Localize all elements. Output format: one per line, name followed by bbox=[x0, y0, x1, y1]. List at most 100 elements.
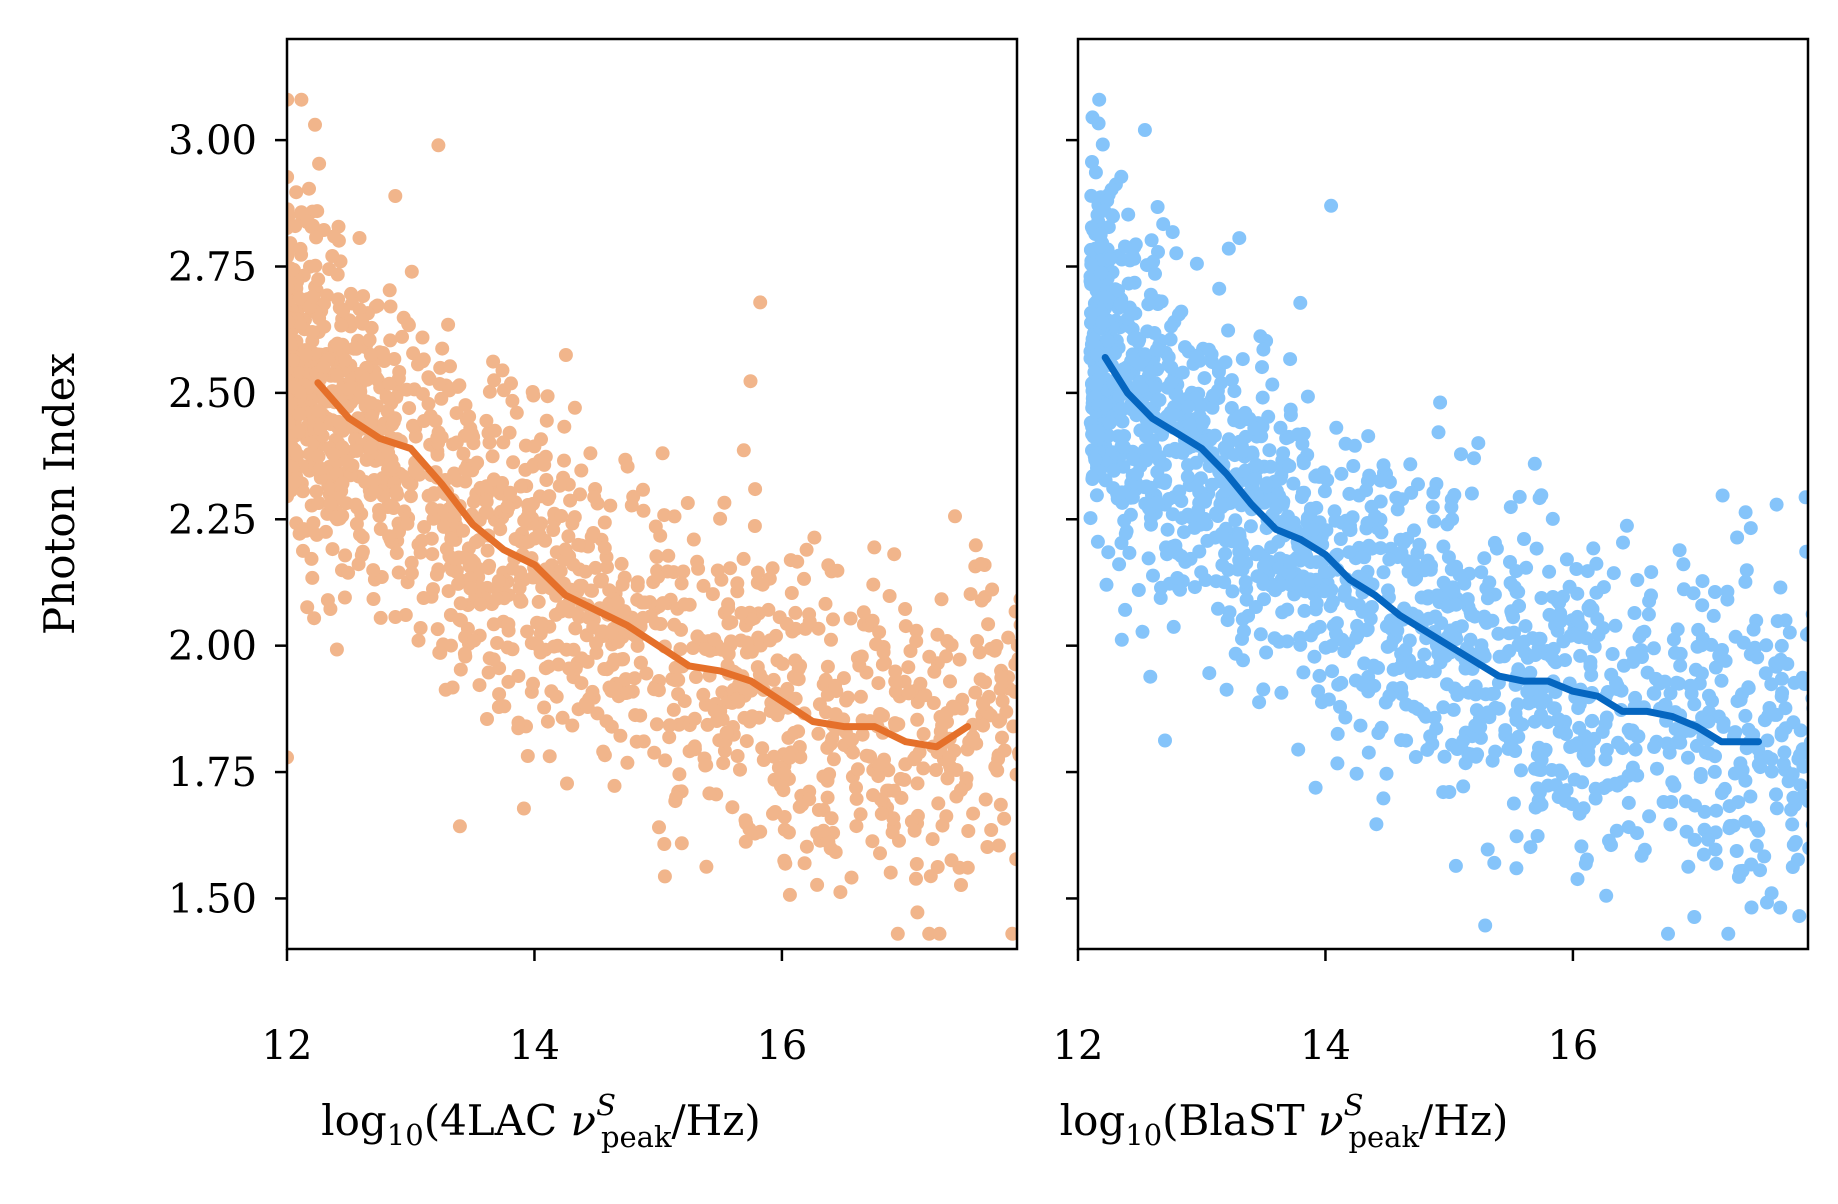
data-point bbox=[1312, 619, 1327, 634]
data-point bbox=[1530, 781, 1545, 796]
data-point bbox=[1214, 500, 1229, 515]
data-point bbox=[1098, 290, 1113, 304]
data-point bbox=[1303, 572, 1317, 587]
data-point bbox=[307, 611, 322, 626]
data-point bbox=[290, 448, 305, 462]
data-point bbox=[898, 602, 913, 616]
data-point bbox=[441, 584, 456, 599]
data-point bbox=[1177, 525, 1191, 540]
data-point bbox=[517, 513, 532, 528]
data-point bbox=[513, 479, 528, 494]
data-point bbox=[1134, 380, 1149, 395]
data-point bbox=[560, 776, 574, 791]
data-point bbox=[308, 258, 323, 273]
data-point bbox=[1365, 541, 1379, 556]
data-point bbox=[457, 646, 472, 661]
data-point bbox=[1498, 723, 1513, 738]
data-point bbox=[1205, 477, 1219, 492]
data-point bbox=[1681, 750, 1695, 765]
data-point bbox=[969, 736, 984, 751]
data-point bbox=[1530, 829, 1545, 843]
data-point bbox=[1545, 511, 1560, 526]
data-point bbox=[1729, 844, 1744, 858]
data-point bbox=[467, 633, 482, 648]
data-point bbox=[978, 792, 993, 807]
data-point bbox=[1114, 632, 1129, 647]
data-point bbox=[1508, 744, 1523, 758]
data-point bbox=[871, 769, 886, 784]
data-point bbox=[1641, 607, 1656, 622]
data-point bbox=[1221, 241, 1236, 256]
data-point bbox=[651, 569, 666, 584]
data-point bbox=[1022, 685, 1036, 699]
data-point bbox=[1389, 490, 1404, 505]
data-point bbox=[995, 730, 1009, 745]
data-point bbox=[407, 463, 422, 478]
data-point bbox=[1460, 592, 1475, 607]
data-point bbox=[935, 718, 950, 733]
data-point bbox=[791, 672, 806, 687]
data-point bbox=[497, 699, 512, 714]
data-point bbox=[309, 484, 324, 499]
data-point bbox=[1730, 530, 1745, 545]
data-point bbox=[1008, 657, 1017, 672]
data-point bbox=[1464, 486, 1479, 501]
data-point bbox=[995, 694, 1010, 709]
data-point bbox=[386, 414, 401, 429]
data-point bbox=[1032, 745, 1046, 759]
data-point bbox=[1471, 436, 1486, 451]
data-point bbox=[1303, 628, 1318, 643]
data-point bbox=[947, 701, 962, 716]
data-point bbox=[993, 797, 1008, 812]
data-point bbox=[540, 714, 555, 729]
data-point bbox=[1449, 597, 1464, 612]
data-point bbox=[1764, 677, 1779, 692]
data-point bbox=[1812, 858, 1826, 872]
data-point bbox=[363, 347, 378, 362]
data-point bbox=[1802, 841, 1808, 856]
data-point bbox=[1261, 409, 1276, 424]
data-point bbox=[677, 597, 692, 612]
data-point bbox=[1736, 635, 1751, 650]
data-point bbox=[350, 500, 365, 515]
data-point bbox=[1329, 616, 1344, 631]
data-point bbox=[1454, 447, 1468, 462]
data-point bbox=[799, 839, 814, 854]
data-point bbox=[910, 905, 925, 920]
data-point bbox=[532, 528, 547, 543]
data-point bbox=[620, 685, 635, 700]
data-point bbox=[1523, 840, 1538, 855]
data-point bbox=[425, 501, 440, 516]
data-point bbox=[661, 548, 676, 563]
data-point bbox=[1031, 648, 1045, 662]
data-point bbox=[492, 687, 507, 702]
data-point bbox=[647, 745, 662, 760]
data-point bbox=[1207, 428, 1222, 443]
data-point bbox=[1116, 439, 1131, 454]
data-point bbox=[533, 626, 548, 641]
data-point bbox=[1085, 155, 1099, 169]
data-point bbox=[1660, 736, 1674, 751]
data-point bbox=[1170, 571, 1185, 585]
data-point bbox=[890, 926, 905, 941]
data-point bbox=[526, 570, 540, 585]
data-point bbox=[1469, 749, 1483, 764]
data-point bbox=[1814, 719, 1828, 733]
data-point bbox=[1219, 682, 1234, 697]
data-point bbox=[1447, 681, 1462, 696]
data-point bbox=[1249, 457, 1264, 472]
data-point bbox=[1297, 485, 1312, 500]
data-point bbox=[496, 435, 511, 450]
data-point bbox=[506, 455, 521, 470]
data-point bbox=[1443, 623, 1458, 638]
data-point bbox=[916, 727, 931, 741]
data-point bbox=[1429, 721, 1444, 736]
data-point bbox=[1589, 556, 1604, 571]
data-point bbox=[891, 717, 906, 732]
data-point bbox=[1773, 580, 1788, 595]
data-point bbox=[1192, 544, 1207, 559]
data-point bbox=[1291, 577, 1306, 591]
data-point bbox=[1368, 509, 1383, 524]
data-point bbox=[1359, 483, 1374, 498]
data-point bbox=[725, 800, 740, 815]
